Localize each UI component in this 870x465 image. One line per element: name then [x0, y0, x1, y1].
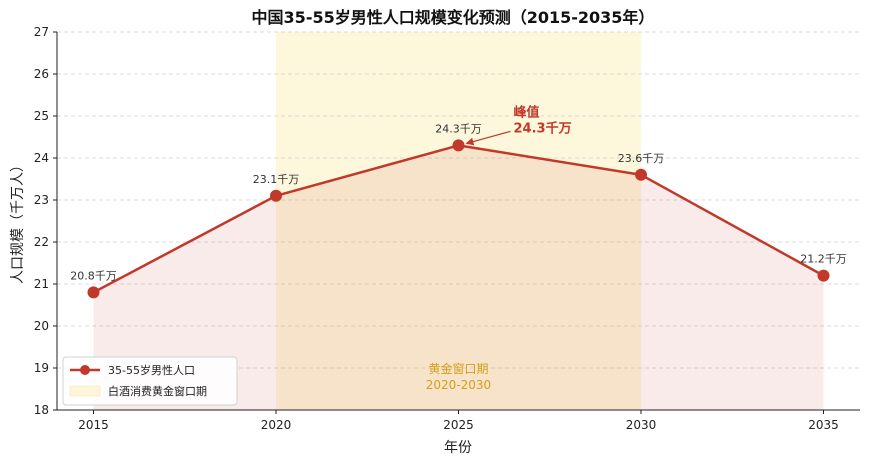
- series-area-fill: [93, 145, 824, 410]
- x-tick-label: 2020: [261, 418, 292, 432]
- data-point: [635, 168, 647, 181]
- golden-window-years: 2020-2030: [426, 378, 491, 392]
- x-tick-label: 2015: [78, 418, 109, 432]
- y-tick-label: 19: [34, 361, 49, 375]
- data-point: [817, 269, 830, 282]
- x-tick-label: 2025: [443, 418, 474, 432]
- data-label: 21.2千万: [800, 253, 847, 266]
- plot-area: 18 19 20 21 22 23 24 25 26 27 2015 2020 2025 2030 2035…: [34, 25, 860, 432]
- data-label: 20.8千万: [70, 269, 117, 282]
- legend-box: [62, 356, 238, 406]
- y-tick-label: 27: [34, 25, 49, 39]
- data-point: [452, 139, 465, 152]
- y-tick-label: 18: [34, 403, 49, 417]
- y-tick-label: 25: [34, 109, 49, 123]
- data-label: 23.1千万: [253, 173, 300, 186]
- y-tick-label: 24: [34, 151, 49, 165]
- legend-series-label: 35-55岁男性人口: [108, 363, 195, 377]
- y-axis-label: 人口规模（千万人）: [10, 158, 26, 284]
- y-tick-label: 22: [34, 235, 49, 249]
- y-tick-label: 23: [34, 193, 49, 207]
- data-label: 23.6千万: [618, 152, 665, 165]
- y-tick-label: 20: [34, 319, 49, 333]
- y-tick-label: 21: [34, 277, 49, 291]
- x-axis-label: 年份: [444, 440, 472, 456]
- x-tick-label: 2030: [626, 418, 657, 432]
- data-label: 24.3千万: [435, 122, 482, 135]
- peak-annotation-value: 24.3千万: [514, 120, 572, 136]
- legend-region-label: 白酒消费黄金窗口期: [108, 384, 207, 398]
- peak-annotation-title: 峰值: [514, 104, 540, 120]
- y-tick-label: 26: [34, 67, 49, 81]
- golden-window-label: 黄金窗口期: [428, 361, 488, 376]
- legend: 35-55岁男性人口 白酒消费黄金窗口期: [62, 356, 238, 406]
- data-point: [87, 286, 100, 299]
- legend-marker-swatch: [80, 365, 90, 375]
- golden-window-region: [276, 32, 641, 410]
- legend-region-swatch: [69, 385, 101, 397]
- chart-title: 中国35-55岁男性人口规模变化预测（2015-2035年）: [252, 8, 655, 27]
- data-point: [270, 189, 282, 202]
- peak-arrow: [465, 130, 511, 146]
- x-tick-label: 2035: [808, 418, 839, 432]
